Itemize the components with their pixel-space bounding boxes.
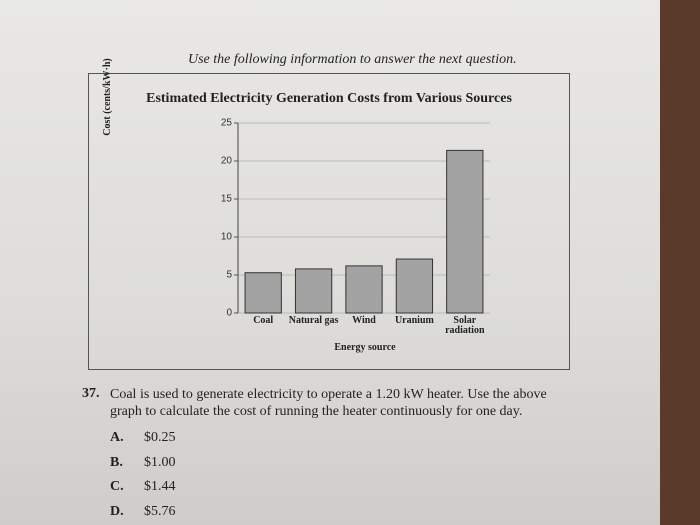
x-tick-label: Coal: [253, 315, 274, 326]
option-text: $1.44: [144, 479, 176, 494]
question-number: 37.: [82, 386, 100, 401]
paper: Use the following information to answer …: [0, 0, 660, 525]
x-tick-label: Natural gas: [288, 315, 339, 326]
option-letter: C.: [110, 479, 124, 494]
option-text: $5.76: [144, 503, 176, 519]
option-text: $1.00: [144, 454, 176, 470]
option-text: $0.25: [144, 430, 176, 445]
bar: [446, 149, 484, 314]
y-tick-label: 15: [221, 194, 233, 205]
y-tick-label: 10: [221, 232, 233, 243]
bar: [294, 268, 333, 314]
answer-option: C. $1.44: [110, 479, 176, 495]
x-tick-label: Wind: [352, 315, 376, 326]
bar: [345, 265, 383, 314]
answer-option: B. $1.00: [110, 455, 176, 471]
x-axis-label: Energy source: [334, 342, 396, 353]
chart-box: [88, 73, 570, 370]
x-tick-label: Uranium: [394, 315, 434, 326]
option-letter: D.: [110, 503, 124, 519]
bar: [244, 272, 282, 314]
header: Use the following information to answer …: [188, 52, 517, 67]
y-tick-label: 0: [226, 308, 232, 319]
bar: [395, 258, 434, 314]
answer-option: A. $0.25: [110, 430, 176, 446]
y-tick-label: 25: [221, 118, 233, 129]
answer-option: D. $5.76: [110, 504, 176, 520]
y-tick-label: 20: [221, 156, 233, 167]
question-text: Coal is used to generate electricity to …: [110, 387, 547, 419]
option-letter: A.: [110, 430, 124, 445]
option-letter: B.: [110, 454, 123, 470]
x-tick-label: Solar radiation: [445, 315, 485, 336]
y-tick-label: 5: [226, 270, 232, 281]
chart-title: Estimated Electricity Generation Costs f…: [146, 91, 512, 106]
